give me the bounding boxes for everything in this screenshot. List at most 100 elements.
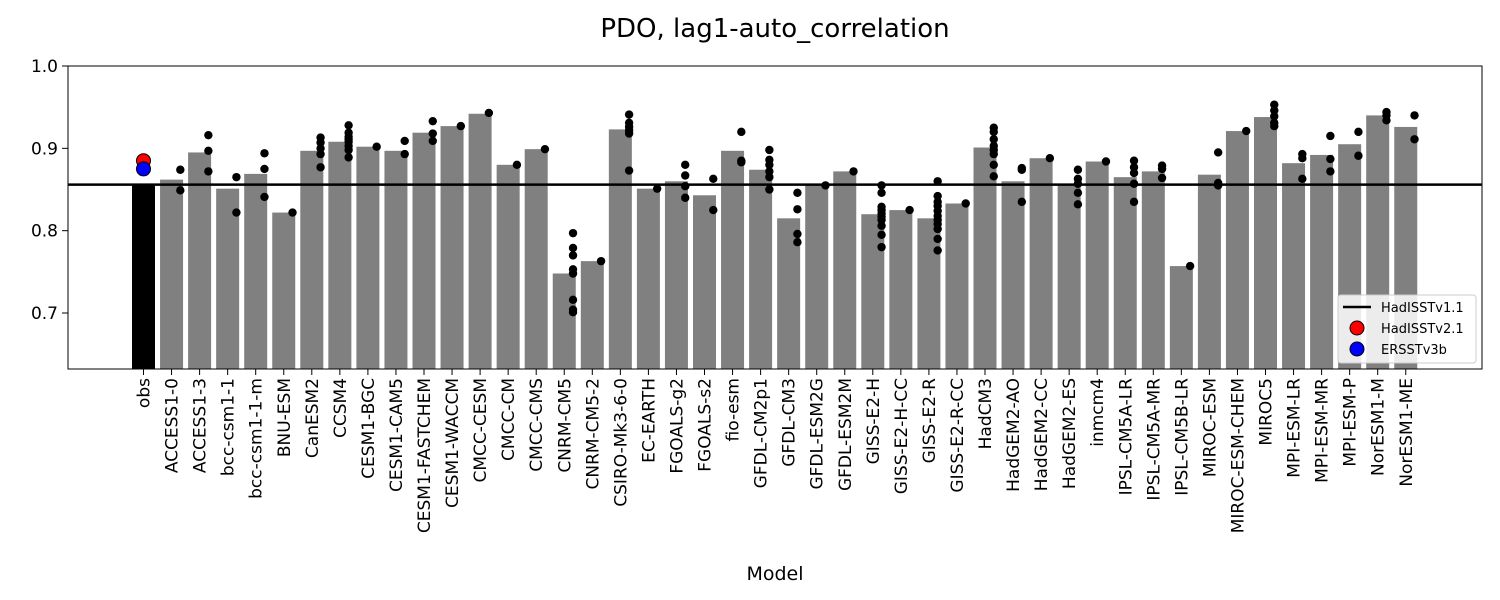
bar-HadGEM2-ES: [1057, 184, 1081, 369]
ensemble-point-MPI-ESM-P: [1354, 127, 1363, 137]
bar-CESM1-BGC: [356, 146, 380, 369]
x-tick-label-FGOALS-s2: FGOALS-s2: [696, 378, 716, 472]
ensemble-point-IPSL-CM5A-LR: [1129, 163, 1139, 172]
bar-IPSL-CM5B-LR: [1169, 266, 1193, 369]
x-tick-label-ACCESS1-0: ACCESS1-0: [163, 378, 183, 473]
ensemble-point-ACCESS1-3: [204, 146, 213, 156]
ensemble-point-GISS-E2-R: [933, 177, 942, 186]
legend-box: [1337, 294, 1477, 364]
ensemble-point-bcc-csm1-1-m: [260, 164, 269, 174]
plot-frame: [67, 65, 1483, 370]
x-tick-label-CESM1-WACCM: CESM1-WACCM: [443, 378, 463, 508]
y-tick-label: 0.9: [31, 139, 58, 159]
ensemble-point-HadGEM2-ES: [1073, 165, 1083, 174]
bar-CNRM-CM5: [552, 273, 576, 369]
x-tick-label-BNU-ESM: BNU-ESM: [275, 378, 295, 457]
x-tick-label-CESM1-FASTCHEM: CESM1-FASTCHEM: [415, 378, 435, 533]
legend-items: HadISSTv1.1 HadISSTv2.1 ERSSTv3b: [1343, 301, 1464, 358]
x-tick-label-CSIRO-Mk3-6-0: CSIRO-Mk3-6-0: [611, 378, 631, 507]
x-tick-label-GISS-E2-H-CC: GISS-E2-H-CC: [892, 378, 912, 494]
bar-fio-esm: [721, 150, 745, 369]
x-tick-label-GFDL-ESM2M: GFDL-ESM2M: [836, 378, 856, 491]
ensemble-point-MIROC-ESM: [1213, 148, 1223, 157]
ensemble-point-HadCM3: [989, 172, 998, 181]
ensemble-point-CESM1-FASTCHEM: [428, 116, 437, 126]
bar-CSIRO-Mk3-6-0: [608, 129, 632, 369]
bar-GFDL-ESM2M: [833, 171, 857, 369]
ensemble-point-bcc-csm1-1-m: [260, 149, 269, 158]
ensemble-point-CESM1-BGC: [372, 142, 381, 151]
bar-CESM1-WACCM: [440, 126, 464, 369]
ensemble-point-GISS-E2-H: [877, 188, 886, 197]
x-tick-label-inmcm4: inmcm4: [1088, 378, 1108, 447]
bar-ACCESS1-3: [188, 152, 212, 369]
ensemble-point-NorESM1-M: [1382, 116, 1391, 125]
ensemble-point-HadGEM2-AO: [1017, 197, 1027, 207]
ensemble-point-GISS-E2-H: [877, 215, 886, 225]
bar-FGOALS-s2: [693, 195, 716, 369]
x-tick-label-CMCC-CM: CMCC-CM: [499, 378, 519, 461]
x-tick-label-CCSM4: CCSM4: [331, 378, 351, 438]
x-tick-label-FGOALS-g2: FGOALS-g2: [667, 378, 687, 474]
ensemble-point-MPI-ESM-LR: [1298, 154, 1307, 163]
ensemble-point-GFDL-CM3: [793, 238, 802, 247]
x-tick-label-CMCC-CMS: CMCC-CMS: [527, 378, 547, 472]
x-axis-label: Model: [746, 563, 803, 585]
legend-marker-icon: [1349, 341, 1365, 357]
ensemble-point-MPI-ESM-MR: [1326, 154, 1335, 164]
bar-GFDL-CM3: [777, 218, 801, 369]
ensemble-point-CanESM2: [316, 138, 325, 147]
ensemble-point-GFDL-ESM2M: [849, 167, 858, 176]
ensemble-point-GISS-E2-H-CC: [905, 205, 914, 215]
ensemble-point-GFDL-CM2p1: [765, 160, 774, 170]
ensemble-point-CNRM-CM5: [568, 251, 578, 260]
bar-CMCC-CM: [496, 164, 520, 369]
ensemble-point-GFDL-CM2p1: [765, 145, 774, 155]
ensemble-point-HadGEM2-AO: [1017, 165, 1027, 174]
x-tick-label-EC-EARTH: EC-EARTH: [639, 378, 659, 463]
legend-label-ERSSTv3b: ERSSTv3b: [1381, 343, 1447, 358]
ensemble-point-HadGEM2-ES: [1073, 188, 1083, 197]
ensemble-point-HadCM3: [989, 149, 998, 159]
bar-CanESM2: [300, 150, 324, 369]
ensemble-point-GISS-E2-H: [877, 181, 886, 190]
legend-marker-icon: [1349, 320, 1365, 336]
x-tick-label-fio-esm: fio-esm: [724, 378, 744, 441]
ensemble-point-IPSL-CM5B-LR: [1185, 261, 1195, 271]
bar-GISS-E2-H: [861, 214, 885, 369]
bar-EC-EARTH: [636, 188, 660, 369]
x-tick-label-bcc-csm1-1-m: bcc-csm1-1-m: [247, 378, 267, 499]
ensemble-point-CESM1-CAM5: [400, 136, 409, 146]
ensemble-point-MPI-ESM-MR: [1326, 131, 1335, 141]
ensemble-point-CanESM2: [316, 144, 325, 153]
ensemble-point-GFDL-CM3: [793, 205, 802, 214]
x-tick-label-GISS-E2-R-CC: GISS-E2-R-CC: [948, 378, 968, 493]
x-tick-label-GISS-E2-R: GISS-E2-R: [920, 378, 940, 464]
bar-CESM1-FASTCHEM: [412, 132, 436, 369]
ensemble-point-CNRM-CM5: [568, 295, 578, 305]
ensemble-point-IPSL-CM5A-LR: [1129, 197, 1139, 207]
y-tick-label: 0.8: [31, 222, 58, 242]
ensemble-point-FGOALS-s2: [709, 174, 718, 184]
x-tick-label-MIROC5: MIROC5: [1257, 378, 1277, 446]
x-tick-label-CESM1-CAM5: CESM1-CAM5: [387, 378, 407, 492]
ensemble-point-CCSM4: [344, 121, 353, 130]
y-tick-label: 1.0: [31, 57, 58, 77]
ensemble-point-FGOALS-g2: [681, 171, 690, 180]
ensemble-point-GISS-E2-R: [933, 234, 942, 244]
bar-IPSL-CM5A-LR: [1113, 177, 1137, 369]
ensemble-point-bcc-csm1-1-m: [260, 192, 269, 202]
x-tick-label-HadGEM2-CC: HadGEM2-CC: [1032, 378, 1052, 491]
ensemble-point-GISS-E2-R: [933, 246, 942, 255]
bar-CCSM4: [328, 141, 352, 369]
ensemble-point-IPSL-CM5A-LR: [1129, 168, 1139, 178]
ensemble-point-fio-esm: [737, 158, 746, 167]
ensemble-point-GFDL-CM3: [793, 229, 802, 239]
bar-obs: [132, 184, 155, 369]
bar-GISS-E2-H-CC: [889, 210, 913, 369]
bar-CESM1-CAM5: [384, 150, 408, 369]
ensemble-point-EC-EARTH: [652, 184, 662, 193]
ensemble-point-CSIRO-Mk3-6-0: [624, 166, 634, 175]
legend-label-HadISSTv1.1: HadISSTv1.1: [1381, 301, 1464, 316]
